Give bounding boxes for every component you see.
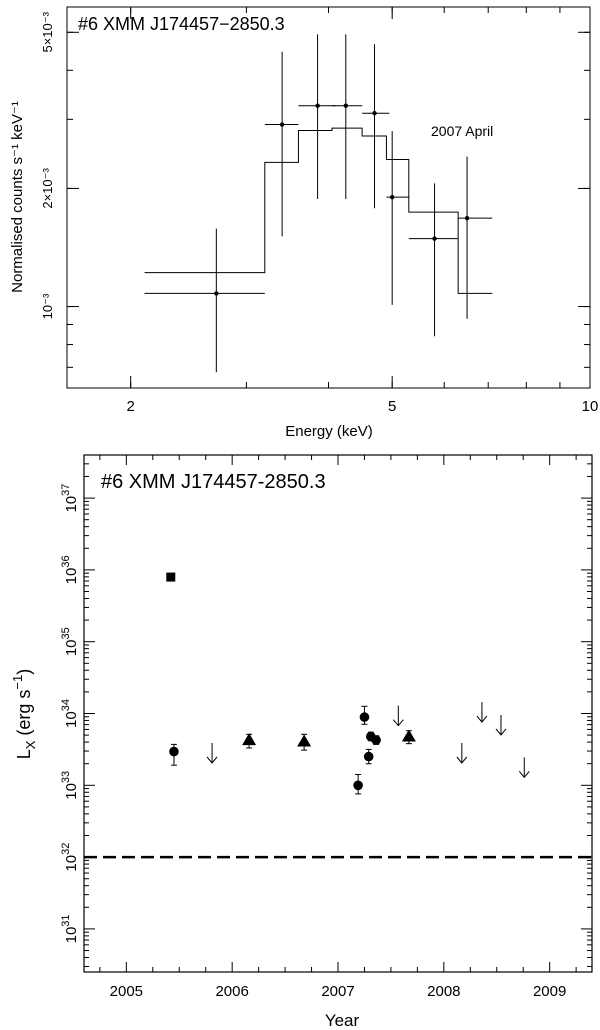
lightcurve-circle-marker xyxy=(363,751,374,762)
lightcurve-down-arrow-point xyxy=(392,705,404,727)
lightcurve-x-tick-label: 2008 xyxy=(427,983,460,1000)
lightcurve-down-arrow-point xyxy=(495,714,507,736)
spectrum-y-tick-label: 10⁻³ xyxy=(40,293,55,319)
lightcurve-plot-frame xyxy=(83,454,593,973)
lightcurve-square-marker xyxy=(166,572,176,582)
lightcurve-triangle-point xyxy=(401,729,416,745)
lightcurve-x-tick-label: 2007 xyxy=(321,983,354,1000)
lightcurve-circle-marker xyxy=(353,780,363,791)
lightcurve-x-tick-label: 2009 xyxy=(533,983,566,1000)
lightcurve-x-tick-label: 2006 xyxy=(215,983,248,1000)
spectrum-y-axis-label: Normalised counts s⁻¹ keV⁻¹ xyxy=(9,101,26,293)
lightcurve-y-tick-label: 1033 xyxy=(60,771,80,800)
spectrum-chart: #6 XMM J174457−2850.3 2007 April Energy … xyxy=(9,6,599,440)
lightcurve-arrow-head xyxy=(495,728,507,736)
lightcurve-x-axis-label: Year xyxy=(325,1011,360,1030)
lightcurve-y-tick-label: 1035 xyxy=(60,627,80,656)
lightcurve-arrow-head xyxy=(392,719,404,727)
lightcurve-circle-point xyxy=(371,735,381,745)
lightcurve-arrow-head xyxy=(206,756,218,764)
lightcurve-circle-point xyxy=(169,743,179,766)
lightcurve-y-tick-label: 1034 xyxy=(60,699,80,728)
spectrum-data-point xyxy=(386,131,409,305)
lightcurve-y-tick-label: 1036 xyxy=(60,555,80,584)
spectrum-point-marker xyxy=(315,103,320,108)
lightcurve-down-arrow-point xyxy=(206,742,218,764)
lightcurve-triangle-point xyxy=(242,733,257,749)
spectrum-point-marker xyxy=(432,236,437,241)
lightcurve-x-tick-label: 2005 xyxy=(110,983,143,1000)
lightcurve-down-arrow-point xyxy=(476,702,488,723)
lightcurve-circle-point xyxy=(353,774,363,795)
spectrum-data-point xyxy=(298,34,336,199)
lightcurve-circle-point xyxy=(359,705,370,725)
lightcurve-circle-marker xyxy=(371,735,381,745)
lightcurve-arrow-head xyxy=(518,771,530,779)
lightcurve-triangle-marker xyxy=(297,734,312,747)
spectrum-y-tick-label: 5×10⁻³ xyxy=(40,11,55,52)
spectrum-point-marker xyxy=(372,111,377,116)
spectrum-point-marker xyxy=(464,215,470,221)
spectrum-point-marker xyxy=(343,103,349,108)
lightcurve-arrow-head xyxy=(456,756,468,764)
lightcurve-y-axis-label: LX (erg s−1) xyxy=(10,669,38,760)
lightcurve-y-axis-label-text: LX (erg s−1) xyxy=(10,669,38,760)
spectrum-data-point xyxy=(332,34,363,199)
spectrum-point-marker xyxy=(389,194,395,200)
spectrum-title: #6 XMM J174457−2850.3 xyxy=(78,14,285,34)
spectrum-plot-frame xyxy=(66,6,591,389)
spectrum-data-point xyxy=(458,156,493,319)
spectrum-data-point xyxy=(408,183,459,337)
lightcurve-title: #6 XMM J174457-2850.3 xyxy=(101,471,326,493)
lightcurve-y-tick-label: 1032 xyxy=(60,843,80,872)
spectrum-data-point xyxy=(264,51,299,237)
lightcurve-triangle-marker xyxy=(401,729,416,742)
lightcurve-circle-marker xyxy=(359,712,370,722)
spectrum-data-point xyxy=(144,228,265,373)
lightcurve-y-tick-label: 1037 xyxy=(60,484,80,513)
spectrum-y-tick-label: 2×10⁻³ xyxy=(40,168,55,209)
lightcurve-triangle-point xyxy=(297,733,312,751)
spectrum-point-marker xyxy=(214,291,219,296)
spectrum-data-point xyxy=(362,44,390,209)
lightcurve-circle-marker xyxy=(169,746,179,757)
spectrum-x-tick-label: 5 xyxy=(388,398,396,415)
spectrum-annotation: 2007 April xyxy=(431,123,493,139)
lightcurve-down-arrow-point xyxy=(456,742,468,764)
spectrum-x-tick-label: 10 xyxy=(582,398,599,415)
lightcurve-square-point xyxy=(166,572,176,582)
lightcurve-y-tick-label: 1031 xyxy=(60,914,80,943)
lightcurve-chart: #6 XMM J174457-2850.3 Year LX (erg s−1) … xyxy=(10,454,593,1030)
spectrum-model-step-line xyxy=(144,127,493,294)
spectrum-x-tick-label: 2 xyxy=(127,398,135,415)
lightcurve-down-arrow-point xyxy=(518,757,530,779)
lightcurve-triangle-marker xyxy=(242,733,257,746)
spectrum-point-marker xyxy=(279,122,285,127)
lightcurve-circle-point xyxy=(363,748,374,765)
spectrum-x-axis-label: Energy (keV) xyxy=(285,423,373,440)
lightcurve-arrow-head xyxy=(476,715,488,723)
